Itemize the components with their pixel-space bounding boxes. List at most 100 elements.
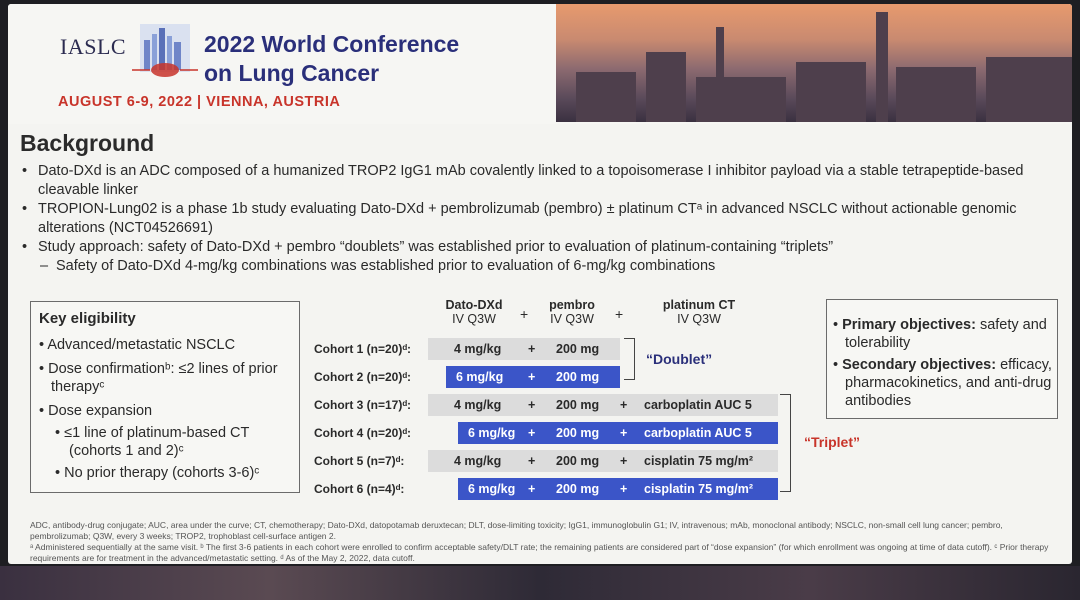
footnote-notes: ᵃ Administered sequentially at the same …	[30, 542, 1049, 563]
dato-dose: 4 mg/kg	[454, 342, 502, 356]
cohort-regimen-bar	[428, 450, 778, 472]
dato-dose: 6 mg/kg	[468, 482, 516, 496]
header-name: platinum CT	[662, 298, 736, 312]
cohort-regimen-bar	[428, 338, 620, 360]
cohort-label: Cohort 1 (n=20)ᵈ:	[314, 342, 412, 356]
eligibility-item-text: Advanced/metastatic NSCLC	[47, 337, 236, 353]
bottom-background	[0, 566, 1080, 600]
cohort-regimen-bar	[458, 422, 778, 444]
objectives-box: • Primary objectives: safety and tolerab…	[826, 299, 1058, 419]
key-eligibility-box: Key eligibility • Advanced/metastatic NS…	[30, 301, 300, 493]
doublet-bracket	[624, 338, 635, 380]
cohort-label: Cohort 3 (n=17)ᵈ:	[314, 398, 412, 412]
bullet-text: Study approach: safety of Dato-DXd + pem…	[38, 239, 834, 255]
background-bullets: • Dato-DXd is an ADC composed of a humani…	[16, 162, 1066, 276]
cohort-label: Cohort 2 (n=20)ᵈ:	[314, 370, 412, 384]
dato-dose: 6 mg/kg	[456, 370, 504, 384]
cohort-label: Cohort 5 (n=7)ᵈ:	[314, 454, 405, 468]
cohort-row: Cohort 2 (n=20)ᵈ: 6 mg/kg +200 mg	[308, 366, 788, 388]
plus-sign: +	[528, 342, 536, 356]
header-sub: IV Q3W	[452, 312, 496, 326]
dato-dose: 4 mg/kg	[454, 398, 502, 412]
platinum-regimen: carboplatin AUC 5	[644, 426, 752, 440]
plus-sign: +	[615, 306, 624, 322]
cohort-regimen-bar	[458, 478, 778, 500]
triplet-bracket	[780, 394, 791, 492]
cohort-row: Cohort 5 (n=7)ᵈ: 4 mg/kg +200 mg + cisplatin…	[308, 450, 788, 472]
pembro-dose: 200 mg	[556, 342, 600, 356]
plus-sign: +	[528, 454, 536, 468]
cohort-label: Cohort 4 (n=20)ᵈ:	[314, 426, 412, 440]
conference-date-location: AUGUST 6-9, 2022 | VIENNA, AUSTRIA	[58, 94, 341, 110]
plus-sign: +	[528, 398, 536, 412]
sub-bullet-text: Safety of Dato-DXd 4-mg/kg combinations …	[56, 258, 716, 274]
cohort-regimen-bar	[428, 394, 778, 416]
header-sub: IV Q3W	[550, 312, 594, 326]
header-sub: IV Q3W	[677, 312, 721, 326]
slide-header: IASLC 2022 World Conference on Lung Canc…	[8, 4, 1072, 124]
cohort-label: Cohort 6 (n=4)ᵈ:	[314, 482, 405, 496]
background-bullet: • TROPION-Lung02 is a phase 1b study eval…	[22, 201, 1017, 236]
eligibility-sub-item-text: ≤1 line of platinum-based CT (cohorts 1 …	[64, 425, 250, 459]
triplet-label: “Triplet”	[804, 434, 861, 450]
eligibility-sub-item: • No prior therapy (cohorts 3-6)ᶜ	[55, 465, 260, 481]
primary-objectives-label: Primary objectives:	[842, 317, 976, 333]
pembro-dose: 200 mg	[556, 482, 600, 496]
section-title: Background	[20, 130, 155, 156]
header-pembro: pembro IV Q3W	[532, 298, 612, 326]
eligibility-item: • Advanced/metastatic NSCLC	[39, 337, 236, 353]
secondary-objectives-text: efficacy, pharmacokinetics, and anti-dru…	[845, 357, 1052, 409]
plus-sign: +	[520, 306, 529, 322]
plus-sign: +	[528, 482, 536, 496]
plus-sign: +	[620, 426, 628, 440]
eligibility-sub-item-text: No prior therapy (cohorts 3-6)ᶜ	[64, 465, 260, 481]
primary-objectives: • Primary objectives: safety and tolerab…	[833, 317, 1047, 351]
background-bullet: • Dato-DXd is an ADC composed of a humani…	[22, 163, 1024, 198]
vienna-cityscape-image	[556, 4, 1072, 122]
dato-dose: 4 mg/kg	[454, 454, 502, 468]
plus-sign: +	[620, 398, 628, 412]
conference-title-line1: 2022 World Conference	[204, 31, 460, 57]
header-name: Dato-DXd	[445, 298, 503, 312]
platinum-regimen: cisplatin 75 mg/m²	[644, 454, 754, 468]
platinum-regimen: cisplatin 75 mg/m²	[644, 482, 754, 496]
secondary-objectives: • Secondary objectives: efficacy, pharma…	[833, 357, 1052, 409]
cohort-row: Cohort 6 (n=4)ᵈ: 6 mg/kg +200 mg + cisplatin…	[308, 478, 788, 500]
slide: IASLC 2022 World Conference on Lung Canc…	[8, 4, 1072, 564]
primary-objectives-text: safety and tolerability	[845, 317, 1047, 351]
conference-title-line2: on Lung Cancer	[204, 60, 380, 86]
bullet-text: TROPION-Lung02 is a phase 1b study evalu…	[38, 201, 1017, 236]
eligibility-item-text: Dose expansion	[48, 403, 153, 419]
footnote-abbreviations: ADC, antibody-drug conjugate; AUC, area …	[30, 520, 1003, 541]
header-dato-dxd: Dato-DXd IV Q3W	[424, 298, 524, 326]
pembro-dose: 200 mg	[556, 398, 600, 412]
iaslc-logo-text: IASLC	[60, 34, 127, 59]
header-name: pembro	[549, 298, 595, 312]
background-sub-bullet: – Safety of Dato-DXd 4-mg/kg combinations…	[40, 258, 716, 274]
eligibility-sub-item: • ≤1 line of platinum-based CT (cohorts …	[55, 425, 250, 459]
cohort-row: Cohort 3 (n=17)ᵈ: 4 mg/kg +200 mg + carbopla…	[308, 394, 788, 416]
eligibility-item: • Dose confirmationᵇ: ≤2 lines of prior …	[39, 361, 278, 395]
header-platinum-ct: platinum CT IV Q3W	[644, 298, 754, 326]
cohort-row: Cohort 1 (n=20)ᵈ: 4 mg/kg +200 mg	[308, 338, 788, 360]
cohort-regimen-bar	[446, 366, 620, 388]
eligibility-item-text: Dose confirmationᵇ: ≤2 lines of prior th…	[48, 361, 278, 395]
pembro-dose: 200 mg	[556, 426, 600, 440]
plus-sign: +	[620, 454, 628, 468]
plus-sign: +	[528, 370, 536, 384]
cohort-row: Cohort 4 (n=20)ᵈ: 6 mg/kg +200 mg + carbopla…	[308, 422, 788, 444]
plus-sign: +	[620, 482, 628, 496]
bullet-text: Dato-DXd is an ADC composed of a humaniz…	[38, 163, 1024, 198]
conference-title: 2022 World Conference on Lung Cancer	[204, 30, 459, 88]
pembro-dose: 200 mg	[556, 370, 600, 384]
dato-dose: 6 mg/kg	[468, 426, 516, 440]
background-bullet: • Study approach: safety of Dato-DXd + pe…	[22, 239, 834, 255]
eligibility-title: Key eligibility	[39, 310, 136, 327]
pembro-dose: 200 mg	[556, 454, 600, 468]
eligibility-item: • Dose expansion	[39, 403, 153, 419]
secondary-objectives-label: Secondary objectives:	[842, 357, 997, 373]
lung-icon	[132, 24, 198, 77]
doublet-label: “Doublet”	[646, 351, 713, 367]
footnotes: ADC, antibody-drug conjugate; AUC, area …	[30, 520, 1050, 564]
platinum-regimen: carboplatin AUC 5	[644, 398, 752, 412]
